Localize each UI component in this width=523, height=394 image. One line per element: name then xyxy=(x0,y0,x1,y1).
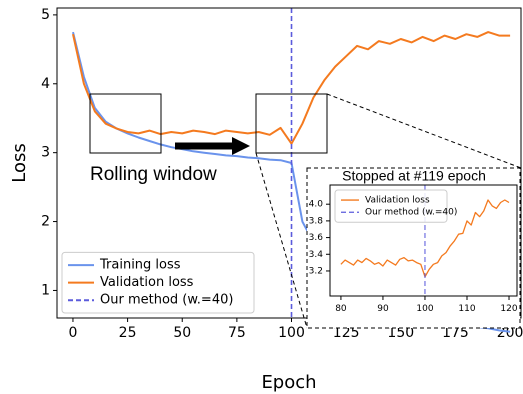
x-tick-label: 110 xyxy=(458,304,475,314)
x-tick-label: 100 xyxy=(278,325,305,341)
x-axis-label: Epoch xyxy=(261,372,316,393)
x-tick-label: 0 xyxy=(68,325,77,341)
x-tick-label: 25 xyxy=(119,325,137,341)
y-tick-label: 3.4 xyxy=(309,250,324,260)
legend-box xyxy=(334,189,448,223)
x-tick-label: 90 xyxy=(377,304,389,314)
y-tick-label: 3.2 xyxy=(309,266,323,276)
window-box xyxy=(89,93,162,154)
x-tick-label: 50 xyxy=(173,325,191,341)
x-tick-label: 120 xyxy=(500,304,517,314)
x-tick-label: 80 xyxy=(335,304,347,314)
inset-title: Stopped at #119 epoch xyxy=(342,168,486,184)
x-tick-label: 175 xyxy=(442,325,469,341)
connector xyxy=(326,93,522,169)
arrow-head xyxy=(232,137,250,155)
axes-frame xyxy=(329,184,518,297)
legend-label: Validation loss xyxy=(100,275,194,290)
annotation: Rolling window xyxy=(90,164,217,185)
legend-label: Our method (w.=40) xyxy=(100,293,233,308)
y-tick-label: 3.8 xyxy=(309,216,324,226)
x-tick-label: 125 xyxy=(333,325,360,341)
connector xyxy=(255,152,308,329)
y-axis-label: Loss xyxy=(9,143,30,182)
y-tick-label: 3.6 xyxy=(309,233,324,243)
window-box xyxy=(255,93,328,154)
x-tick-label: 200 xyxy=(497,325,523,341)
legend-label: Our method (w.=40) xyxy=(365,208,457,218)
x-tick-label: 75 xyxy=(228,325,246,341)
legend-label: Validation loss xyxy=(365,196,430,206)
y-tick-label: 1 xyxy=(41,282,50,298)
x-tick-label: 150 xyxy=(387,325,414,341)
y-tick-label: 3 xyxy=(41,145,50,161)
axes-frame xyxy=(56,7,522,319)
legend-box xyxy=(61,251,255,314)
y-tick-label: 2 xyxy=(41,214,50,230)
y-tick-label: 4 xyxy=(41,76,50,92)
y-tick-label: 5 xyxy=(41,7,50,23)
x-tick-label: 100 xyxy=(416,304,433,314)
legend-label: Training loss xyxy=(99,258,181,273)
y-tick-label: 4.0 xyxy=(309,200,324,210)
line-series xyxy=(72,31,511,145)
